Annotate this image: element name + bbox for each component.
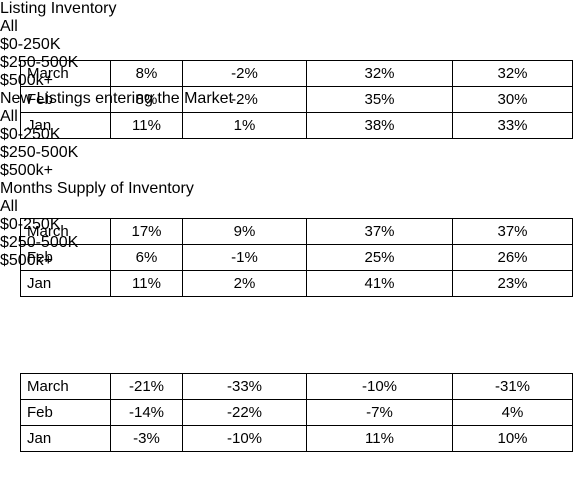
row-label: March	[20, 60, 111, 87]
cell: 10%	[452, 425, 573, 452]
cell: 41%	[306, 270, 453, 297]
cell: 37%	[452, 218, 573, 245]
cell: 30%	[452, 86, 573, 113]
cell: 6%	[110, 244, 183, 271]
column-header: $250-500K	[0, 144, 79, 161]
table-row: Jan 11% 1% 38% 33%	[20, 112, 573, 139]
cell: -21%	[110, 373, 183, 400]
cell: -10%	[306, 373, 453, 400]
cell: 1%	[182, 112, 307, 139]
row-label: Jan	[20, 270, 111, 297]
cell: 17%	[110, 218, 183, 245]
table-body: March 8% -2% 32% 32% Feb 8% -2% 35% 30% Jan 11% 1% 38…	[20, 60, 573, 139]
cell: -3%	[110, 425, 183, 452]
cell: 8%	[110, 86, 183, 113]
cell: -7%	[306, 399, 453, 426]
cell: -2%	[182, 60, 307, 87]
cell: -22%	[182, 399, 307, 426]
row-label: March	[20, 218, 111, 245]
cell: -1%	[182, 244, 307, 271]
cell: 2%	[182, 270, 307, 297]
table-row: Feb -14% -22% -7% 4%	[20, 399, 573, 426]
cell: 25%	[306, 244, 453, 271]
cell: 4%	[452, 399, 573, 426]
column-header: All	[0, 108, 18, 125]
table-row: Feb 6% -1% 25% 26%	[20, 244, 573, 271]
cell: 32%	[306, 60, 453, 87]
cell: -31%	[452, 373, 573, 400]
table-row: Jan 11% 2% 41% 23%	[20, 270, 573, 297]
cell: 32%	[452, 60, 573, 87]
cell: -14%	[110, 399, 183, 426]
row-label: Jan	[20, 112, 111, 139]
table-row: March 8% -2% 32% 32%	[20, 60, 573, 87]
cell: 33%	[452, 112, 573, 139]
table-row: March 17% 9% 37% 37%	[20, 218, 573, 245]
table-row: March -21% -33% -10% -31%	[20, 373, 573, 400]
cell: 23%	[452, 270, 573, 297]
cell: 11%	[110, 112, 183, 139]
row-label: Jan	[20, 425, 111, 452]
column-header: All	[0, 18, 18, 35]
row-label: Feb	[20, 399, 111, 426]
column-header: $0-250K	[0, 36, 61, 53]
column-header: All	[0, 198, 18, 215]
cell: -10%	[182, 425, 307, 452]
table-body: March -21% -33% -10% -31% Feb -14% -22% -7% 4% Jan…	[20, 373, 573, 452]
table-row: Feb 8% -2% 35% 30%	[20, 86, 573, 113]
row-label: March	[20, 373, 111, 400]
cell: 9%	[182, 218, 307, 245]
data-table: March -21% -33% -10% -31% Feb -14% -22% -7% 4% Jan…	[20, 373, 573, 452]
data-table: March 8% -2% 32% 32% Feb 8% -2% 35% 30% Jan 11% 1% 38…	[20, 60, 573, 139]
cell: 8%	[110, 60, 183, 87]
row-label: Feb	[20, 86, 111, 113]
cell: -33%	[182, 373, 307, 400]
data-table: March 17% 9% 37% 37% Feb 6% -1% 25% 26% Jan 11% 2% 41…	[20, 218, 573, 297]
cell: 37%	[306, 218, 453, 245]
cell: -2%	[182, 86, 307, 113]
cell: 11%	[306, 425, 453, 452]
row-label: Feb	[20, 244, 111, 271]
document: Listing Inventory All $0-250K $250-500K $500…	[0, 0, 573, 452]
section-title: Listing Inventory	[0, 0, 117, 17]
column-header: $500k+	[0, 162, 53, 179]
cell: 35%	[306, 86, 453, 113]
cell: 11%	[110, 270, 183, 297]
cell: 38%	[306, 112, 453, 139]
table-body: March 17% 9% 37% 37% Feb 6% -1% 25% 26% Jan 11% 2% 41…	[20, 218, 573, 297]
cell: 26%	[452, 244, 573, 271]
table-row: Jan -3% -10% 11% 10%	[20, 425, 573, 452]
section-title: Months Supply of Inventory	[0, 180, 194, 197]
